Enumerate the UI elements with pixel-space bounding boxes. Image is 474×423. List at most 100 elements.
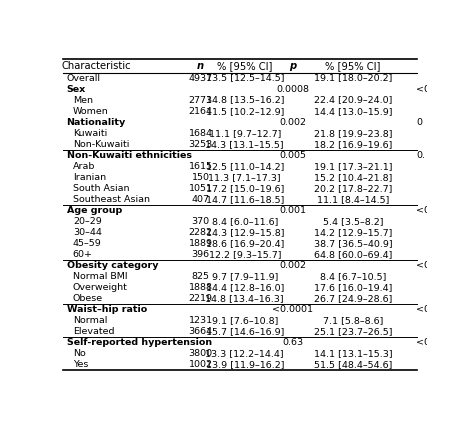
Text: 64.8 [60.0–69.4]: 64.8 [60.0–69.4] [314,250,392,259]
Text: Sex: Sex [66,85,86,93]
Text: 5.4 [3.5–8.2]: 5.4 [3.5–8.2] [323,217,383,226]
Text: Overweight: Overweight [73,283,128,292]
Text: 19.1 [18.0–20.2]: 19.1 [18.0–20.2] [314,74,392,82]
Text: 1231: 1231 [189,316,213,325]
Text: No: No [73,349,86,358]
Text: Normal BMI: Normal BMI [73,272,128,281]
Text: 17.2 [15.0–19.6]: 17.2 [15.0–19.6] [206,184,284,193]
Text: 150: 150 [191,173,210,182]
Text: 370: 370 [191,217,210,226]
Text: Overall: Overall [66,74,100,82]
Text: 407: 407 [191,195,210,204]
Text: 2219: 2219 [189,294,213,303]
Text: Kuwaiti: Kuwaiti [73,129,107,137]
Text: Yes: Yes [73,360,88,369]
Text: 3800: 3800 [189,349,213,358]
Text: 14.3 [12.9–15.8]: 14.3 [12.9–15.8] [206,228,284,237]
Text: 11.1 [8.4–14.5]: 11.1 [8.4–14.5] [317,195,389,204]
Text: 14.4 [12.8–16.0]: 14.4 [12.8–16.0] [206,283,284,292]
Text: 18.2 [16.9–19.6]: 18.2 [16.9–19.6] [314,140,392,148]
Text: 17.6 [16.0–19.4]: 17.6 [16.0–19.4] [314,283,392,292]
Text: 0.: 0. [416,151,425,160]
Text: 14.8 [13.5–16.2]: 14.8 [13.5–16.2] [206,96,284,104]
Text: Women: Women [73,107,109,115]
Text: 25.1 [23.7–26.5]: 25.1 [23.7–26.5] [314,327,392,336]
Text: 0.002: 0.002 [279,118,306,126]
Text: 38.7 [36.5–40.9]: 38.7 [36.5–40.9] [314,239,392,248]
Text: 15.7 [14.6–16.9]: 15.7 [14.6–16.9] [206,327,284,336]
Text: South Asian: South Asian [73,184,129,193]
Text: 12.2 [9.3–15.7]: 12.2 [9.3–15.7] [209,250,281,259]
Text: 21.8 [19.9–23.8]: 21.8 [19.9–23.8] [314,129,392,137]
Text: 3664: 3664 [189,327,213,336]
Text: <0: <0 [416,206,430,215]
Text: 1002: 1002 [189,360,213,369]
Text: 15.2 [10.4–21.8]: 15.2 [10.4–21.8] [314,173,392,182]
Text: <0: <0 [416,261,430,270]
Text: 20.2 [17.8–22.7]: 20.2 [17.8–22.7] [314,184,392,193]
Text: 45–59: 45–59 [73,239,101,248]
Text: 11.5 [10.2–12.9]: 11.5 [10.2–12.9] [206,107,284,115]
Text: 1888: 1888 [189,283,213,292]
Text: 396: 396 [191,250,210,259]
Text: % [95% CI]: % [95% CI] [326,61,381,71]
Text: Nationality: Nationality [66,118,126,126]
Text: 19.1 [17.3–21.1]: 19.1 [17.3–21.1] [314,162,392,171]
Text: 12.5 [11.0–14.2]: 12.5 [11.0–14.2] [206,162,284,171]
Text: 20–29: 20–29 [73,217,101,226]
Text: 14.1 [13.1–15.3]: 14.1 [13.1–15.3] [314,349,392,358]
Text: 13.5 [12.5–14.5]: 13.5 [12.5–14.5] [206,74,284,82]
Text: Arab: Arab [73,162,95,171]
Text: 14.2 [12.9–15.7]: 14.2 [12.9–15.7] [314,228,392,237]
Text: Men: Men [73,96,93,104]
Text: <0.0001: <0.0001 [272,305,313,314]
Text: 26.7 [24.9–28.6]: 26.7 [24.9–28.6] [314,294,392,303]
Text: Southeast Asian: Southeast Asian [73,195,150,204]
Text: 11.3 [7.1–17.3]: 11.3 [7.1–17.3] [209,173,281,182]
Text: 14.7 [11.6–18.5]: 14.7 [11.6–18.5] [206,195,284,204]
Text: Age group: Age group [66,206,122,215]
Text: 1615: 1615 [189,162,213,171]
Text: 11.1 [9.7–12.7]: 11.1 [9.7–12.7] [209,129,281,137]
Text: 51.5 [48.4–54.6]: 51.5 [48.4–54.6] [314,360,392,369]
Text: 13.9 [11.9–16.2]: 13.9 [11.9–16.2] [206,360,284,369]
Text: n: n [197,61,204,71]
Text: Self-reported hypertension: Self-reported hypertension [66,338,212,347]
Text: 4937: 4937 [189,74,213,82]
Text: Obesity category: Obesity category [66,261,158,270]
Text: 0.005: 0.005 [279,151,306,160]
Text: 8.4 [6.0–11.6]: 8.4 [6.0–11.6] [211,217,278,226]
Text: 9.7 [7.9–11.9]: 9.7 [7.9–11.9] [211,272,278,281]
Text: 30–44: 30–44 [73,228,102,237]
Text: % [95% CI]: % [95% CI] [217,61,273,71]
Text: Iranian: Iranian [73,173,106,182]
Text: 22.4 [20.9–24.0]: 22.4 [20.9–24.0] [314,96,392,104]
Text: Characteristic: Characteristic [61,61,131,71]
Text: 0.002: 0.002 [279,261,306,270]
Text: 2773: 2773 [189,96,213,104]
Text: 9.1 [7.6–10.8]: 9.1 [7.6–10.8] [211,316,278,325]
Text: <0: <0 [416,338,430,347]
Text: 0: 0 [416,118,422,126]
Text: 7.1 [5.8–8.6]: 7.1 [5.8–8.6] [323,316,383,325]
Text: 60+: 60+ [73,250,93,259]
Text: 14.4 [13.0–15.9]: 14.4 [13.0–15.9] [314,107,392,115]
Text: 0.63: 0.63 [282,338,303,347]
Text: 13.3 [12.2–14.4]: 13.3 [12.2–14.4] [205,349,284,358]
Text: Waist–hip ratio: Waist–hip ratio [66,305,147,314]
Text: Non-Kuwaiti: Non-Kuwaiti [73,140,129,148]
Text: 0.001: 0.001 [279,206,306,215]
Text: 3253: 3253 [189,140,213,148]
Text: 2282: 2282 [189,228,213,237]
Text: 1051: 1051 [189,184,213,193]
Text: 2164: 2164 [189,107,213,115]
Text: 18.6 [16.9–20.4]: 18.6 [16.9–20.4] [206,239,284,248]
Text: 825: 825 [191,272,210,281]
Text: 14.8 [13.4–16.3]: 14.8 [13.4–16.3] [205,294,284,303]
Text: Elevated: Elevated [73,327,114,336]
Text: Non-Kuwaiti ethnicities: Non-Kuwaiti ethnicities [66,151,191,160]
Text: 8.4 [6.7–10.5]: 8.4 [6.7–10.5] [320,272,386,281]
Text: 1889: 1889 [189,239,213,248]
Text: 0.0008: 0.0008 [276,85,309,93]
Text: 14.3 [13.1–15.5]: 14.3 [13.1–15.5] [205,140,284,148]
